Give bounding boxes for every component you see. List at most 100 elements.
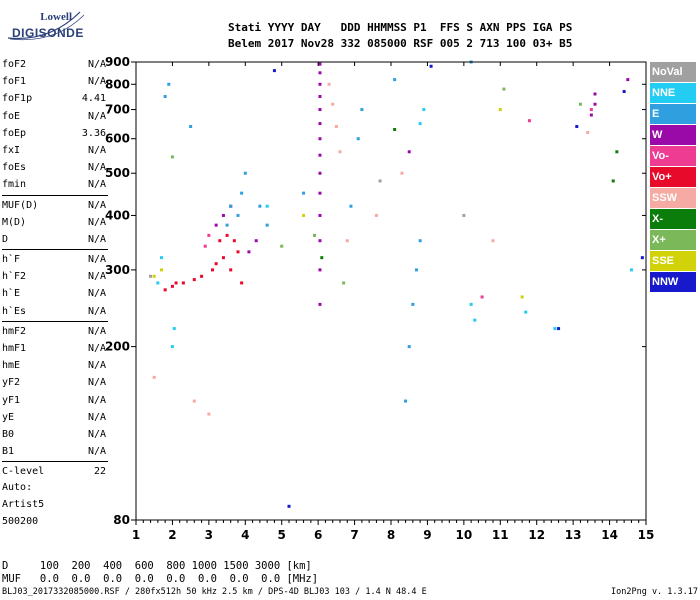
param-row-b0: B0 N/A xyxy=(2,426,108,443)
echo-point xyxy=(240,191,244,195)
x-tick-label: 11 xyxy=(492,528,509,542)
autoscaling-info: Auto: Artist5 500200 xyxy=(2,479,44,530)
echo-point xyxy=(338,150,342,154)
echo-point xyxy=(429,64,433,68)
x-tick-label: 13 xyxy=(565,528,582,542)
echo-point xyxy=(593,102,597,106)
param-row-b1: B1 N/A xyxy=(2,443,108,460)
echo-point xyxy=(320,256,324,260)
x-tick-label: 3 xyxy=(205,528,213,542)
echo-point xyxy=(586,131,590,135)
echo-point xyxy=(407,150,411,154)
x-tick-label: 12 xyxy=(528,528,545,542)
echo-point xyxy=(418,239,422,243)
echo-point xyxy=(622,90,626,94)
param-name: foEs xyxy=(2,162,27,174)
series-w xyxy=(214,62,630,306)
param-row-md: M(D) N/A xyxy=(2,214,108,231)
param-row-d: D N/A xyxy=(2,231,108,248)
echo-point xyxy=(589,108,593,112)
echo-point xyxy=(167,82,171,86)
param-row-ye: yE N/A xyxy=(2,409,108,426)
param-name: yE xyxy=(2,411,15,423)
echo-point xyxy=(181,281,185,285)
param-row-foes: foEs N/A xyxy=(2,159,108,176)
file-info-footer: BLJ03_2017332085000.RSF / 280fx512h 50 k… xyxy=(2,587,698,597)
echo-point xyxy=(174,281,178,285)
echo-point xyxy=(192,399,196,403)
param-row-hes: h`Es N/A xyxy=(2,303,108,320)
echo-point xyxy=(236,250,240,254)
muf-table: D 100 200 400 600 800 1000 1500 3000 [km… xyxy=(2,560,318,586)
polarization-legend: NoVal NNE E W Vo- Vo+ SSW X- X+ SSE NNW xyxy=(650,62,696,293)
param-name: foE xyxy=(2,110,21,122)
param-row-clevel: C-level 22 xyxy=(2,463,108,480)
echo-point xyxy=(473,318,477,322)
legend-nnw: NNW xyxy=(650,271,696,293)
param-value: N/A xyxy=(87,216,106,228)
param-name: fmin xyxy=(2,179,27,191)
param-row-hmf1: hmF1 N/A xyxy=(2,340,108,357)
echo-point xyxy=(302,191,306,195)
param-value: N/A xyxy=(87,59,106,70)
param-value: N/A xyxy=(87,360,106,372)
param-name: B0 xyxy=(2,428,15,440)
echo-point xyxy=(243,171,247,175)
echo-point xyxy=(225,233,229,237)
station-header: Stati YYYY DAY DDD HHMMSS P1 FFS S AXN P… xyxy=(228,20,572,52)
y-tick-label: 500 xyxy=(105,166,130,180)
muf-row: MUF 0.0 0.0 0.0 0.0 0.0 0.0 0.0 0.0 [MHz… xyxy=(2,573,319,585)
y-tick-label: 600 xyxy=(105,132,130,146)
echo-point xyxy=(318,302,322,306)
echo-point xyxy=(342,281,346,285)
x-tick-label: 6 xyxy=(314,528,322,542)
echo-point xyxy=(393,78,397,82)
echo-point xyxy=(480,295,484,299)
param-name: MUF(D) xyxy=(2,199,39,211)
param-name: h`F2 xyxy=(2,271,27,283)
auto-artist: Artist5 xyxy=(2,499,45,510)
param-name: h`F xyxy=(2,254,21,266)
echo-point xyxy=(520,295,524,299)
echo-point xyxy=(640,256,644,260)
echo-point xyxy=(626,78,630,82)
param-name: D xyxy=(2,233,9,245)
x-tick-label: 7 xyxy=(350,528,358,542)
echo-point xyxy=(378,179,382,183)
echo-point xyxy=(415,268,418,272)
param-name: fxI xyxy=(2,144,21,156)
y-tick-label: 300 xyxy=(105,263,130,277)
echo-point xyxy=(229,204,233,208)
param-row-fof1: foF1 N/A xyxy=(2,73,108,90)
echo-point xyxy=(214,223,218,227)
scaled-parameters-panel: foF2 N/A foF1 N/A foF1p 4.41 foE N/A foEp 3.36 fxI… xyxy=(2,56,108,481)
param-value: N/A xyxy=(87,110,106,122)
echo-point xyxy=(422,108,426,112)
param-name: M(D) xyxy=(2,216,27,228)
y-tick-label: 800 xyxy=(105,77,130,91)
legend-x: X- xyxy=(650,208,696,230)
param-value: N/A xyxy=(87,394,106,406)
param-row-fof1p: foF1p 4.41 xyxy=(2,90,108,107)
echo-point xyxy=(287,504,291,508)
echo-point xyxy=(557,327,561,331)
param-name: B1 xyxy=(2,446,15,458)
param-row-foep: foEp 3.36 xyxy=(2,125,108,142)
x-tick-label: 14 xyxy=(601,528,618,542)
param-row-hme: hmE N/A xyxy=(2,357,108,374)
param-name: hmE xyxy=(2,360,21,372)
header-values: Belem 2017 Nov28 332 085000 RSF 005 2 71… xyxy=(228,37,573,50)
legend-ssw: SSW xyxy=(650,187,696,209)
echo-point xyxy=(331,102,335,106)
echo-point xyxy=(170,155,174,159)
echo-point xyxy=(149,274,153,278)
echo-point xyxy=(218,239,222,243)
echo-point xyxy=(236,213,240,217)
param-value: N/A xyxy=(87,199,106,211)
param-value: N/A xyxy=(87,325,106,337)
echo-point xyxy=(313,233,316,237)
echo-point xyxy=(318,71,322,75)
echo-point xyxy=(318,108,322,112)
echo-point xyxy=(318,95,322,99)
echo-marks xyxy=(149,60,644,508)
